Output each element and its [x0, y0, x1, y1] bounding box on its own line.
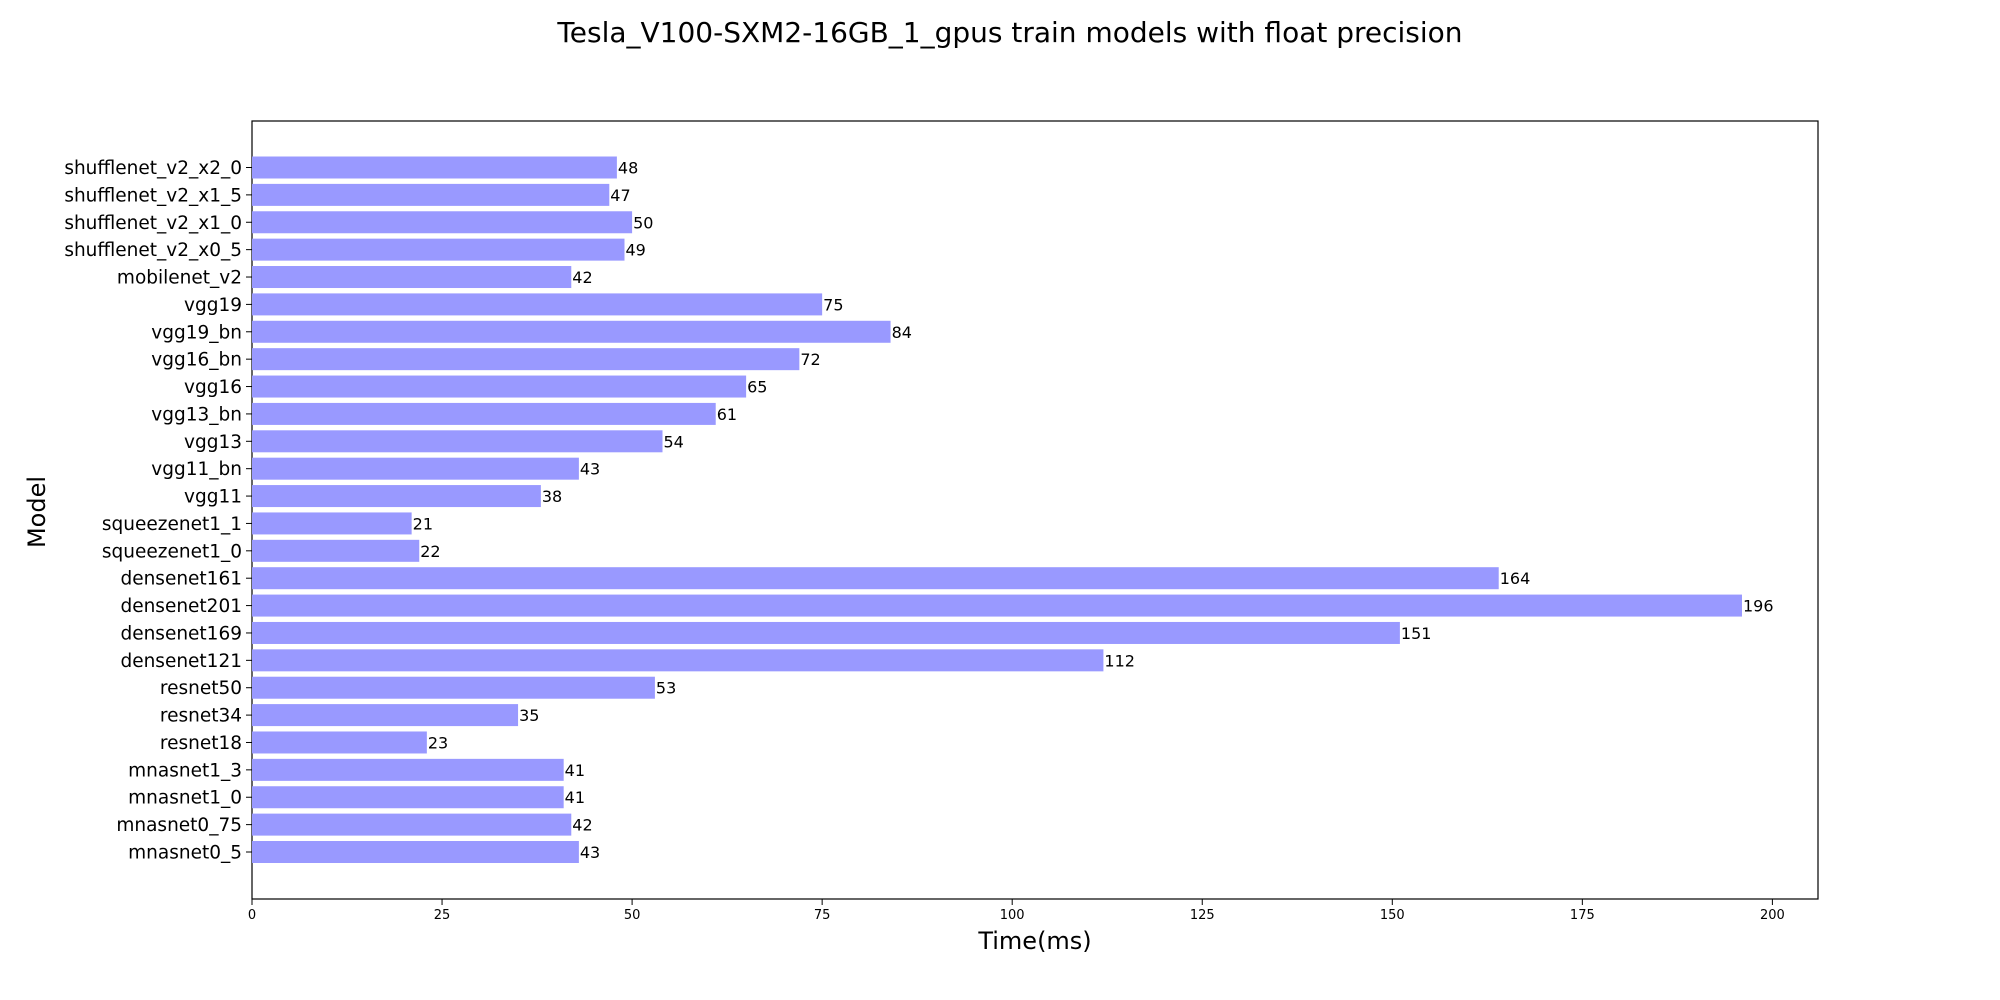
data-label-vgg11: 38	[542, 487, 562, 506]
data-label-vgg16_bn: 72	[800, 350, 820, 369]
data-label-vgg19_bn: 84	[892, 323, 912, 342]
x-tick-label: 0	[248, 908, 256, 923]
bar-vgg13	[252, 430, 663, 453]
plot-area-frame	[251, 120, 1819, 900]
bar-densenet161	[252, 567, 1499, 590]
category-label-densenet121: densenet121	[120, 651, 242, 672]
bar-mnasnet0_75	[252, 813, 572, 836]
x-tick-label: 150	[1380, 908, 1405, 923]
data-label-squeezenet1_0: 22	[420, 542, 440, 561]
category-label-shufflenet_v2_x0_5: shufflenet_v2_x0_5	[64, 240, 242, 261]
category-label-shufflenet_v2_x1_5: shufflenet_v2_x1_5	[64, 185, 242, 206]
data-label-mobilenet_v2: 42	[572, 268, 592, 287]
data-label-mnasnet0_75: 42	[572, 816, 592, 835]
category-label-densenet169: densenet169	[120, 623, 242, 644]
bar-resnet34	[252, 704, 519, 727]
bar-mnasnet0_5	[252, 841, 579, 863]
data-label-shufflenet_v2_x1_5: 47	[610, 186, 630, 205]
category-label-vgg16: vgg16	[184, 377, 242, 398]
data-label-vgg13_bn: 61	[717, 405, 737, 424]
bar-vgg16_bn	[252, 348, 800, 371]
data-label-densenet121: 112	[1104, 651, 1135, 670]
bar-densenet169	[252, 621, 1400, 644]
x-axis-label: Time(ms)	[977, 927, 1091, 955]
data-label-densenet169: 151	[1401, 624, 1432, 643]
data-label-mnasnet1_3: 41	[565, 761, 585, 780]
data-label-resnet50: 53	[656, 679, 676, 698]
category-label-vgg13_bn: vgg13_bn	[151, 404, 242, 425]
x-tick-label: 200	[1760, 908, 1785, 923]
bar-vgg11_bn	[252, 457, 579, 480]
data-label-vgg19: 75	[823, 295, 843, 314]
bar-shufflenet_v2_x0_5	[252, 238, 625, 261]
category-label-vgg19: vgg19	[184, 295, 242, 316]
category-label-squeezenet1_0: squeezenet1_0	[102, 541, 242, 562]
data-label-densenet201: 196	[1743, 597, 1774, 616]
bar-mnasnet1_0	[252, 786, 564, 809]
bar-densenet121	[252, 649, 1104, 672]
category-label-mobilenet_v2: mobilenet_v2	[117, 268, 242, 289]
data-label-squeezenet1_1: 21	[413, 514, 433, 533]
y-axis-label: Model	[23, 476, 51, 548]
x-tick-label: 25	[434, 908, 451, 923]
category-label-squeezenet1_1: squeezenet1_1	[102, 514, 242, 535]
data-label-vgg11_bn: 43	[580, 460, 600, 479]
x-tick-label: 125	[1190, 908, 1215, 923]
bar-vgg16	[252, 375, 747, 398]
data-label-shufflenet_v2_x1_0: 50	[633, 213, 653, 232]
bar-vgg19	[252, 293, 823, 316]
category-label-vgg19_bn: vgg19_bn	[151, 322, 242, 343]
category-label-densenet201: densenet201	[120, 596, 242, 617]
category-label-mnasnet1_0: mnasnet1_0	[128, 788, 242, 809]
bar-resnet50	[252, 676, 655, 699]
bar-mobilenet_v2	[252, 266, 572, 289]
data-label-vgg16: 65	[747, 378, 767, 397]
category-label-vgg16_bn: vgg16_bn	[151, 350, 242, 371]
x-tick-label: 100	[1000, 908, 1025, 923]
data-label-densenet161: 164	[1500, 569, 1531, 588]
bar-mnasnet1_3	[252, 758, 564, 781]
category-label-vgg13: vgg13	[184, 432, 242, 453]
category-label-mnasnet0_5: mnasnet0_5	[128, 843, 242, 864]
data-label-resnet34: 35	[519, 706, 539, 725]
x-tick-label: 50	[624, 908, 641, 923]
category-label-vgg11: vgg11	[184, 487, 242, 508]
category-label-shufflenet_v2_x1_0: shufflenet_v2_x1_0	[64, 213, 242, 234]
bar-resnet18	[252, 731, 427, 754]
bar-vgg13_bn	[252, 402, 716, 425]
bar-vgg19_bn	[252, 320, 891, 343]
category-label-densenet161: densenet161	[120, 569, 242, 590]
category-label-resnet18: resnet18	[160, 733, 242, 754]
bar-vgg11	[252, 485, 541, 508]
data-label-shufflenet_v2_x2_0: 48	[618, 159, 638, 178]
x-tick-label: 175	[1570, 908, 1595, 923]
category-label-resnet50: resnet50	[160, 678, 242, 699]
bar-shufflenet_v2_x2_0	[252, 156, 617, 179]
category-label-mnasnet1_3: mnasnet1_3	[128, 760, 242, 781]
data-label-mnasnet1_0: 41	[565, 788, 585, 807]
category-label-vgg11_bn: vgg11_bn	[151, 459, 242, 480]
x-axis-ticks-group: 0 25 50 75 100 125 150 175 200	[248, 899, 1785, 923]
chart-title: Tesla_V100-SXM2-16GB_1_gpus train models…	[556, 16, 1462, 49]
data-label-resnet18: 23	[428, 733, 448, 752]
data-label-vgg13: 54	[664, 432, 684, 451]
x-tick-label: 75	[814, 908, 831, 923]
data-label-mnasnet0_5: 43	[580, 843, 600, 862]
bar-squeezenet1_1	[252, 512, 412, 535]
category-label-resnet34: resnet34	[160, 706, 242, 727]
bar-shufflenet_v2_x1_5	[252, 183, 610, 206]
data-label-shufflenet_v2_x0_5: 49	[625, 241, 645, 260]
bar-shufflenet_v2_x1_0	[252, 211, 633, 234]
category-labels-group: shufflenet_v2_x2_0 shufflenet_v2_x1_5shuf…	[64, 158, 252, 864]
bar-densenet201	[252, 594, 1742, 617]
category-label-shufflenet_v2_x2_0: shufflenet_v2_x2_0	[64, 158, 242, 179]
bar-squeezenet1_0	[252, 539, 420, 562]
category-label-mnasnet0_75: mnasnet0_75	[116, 815, 242, 836]
